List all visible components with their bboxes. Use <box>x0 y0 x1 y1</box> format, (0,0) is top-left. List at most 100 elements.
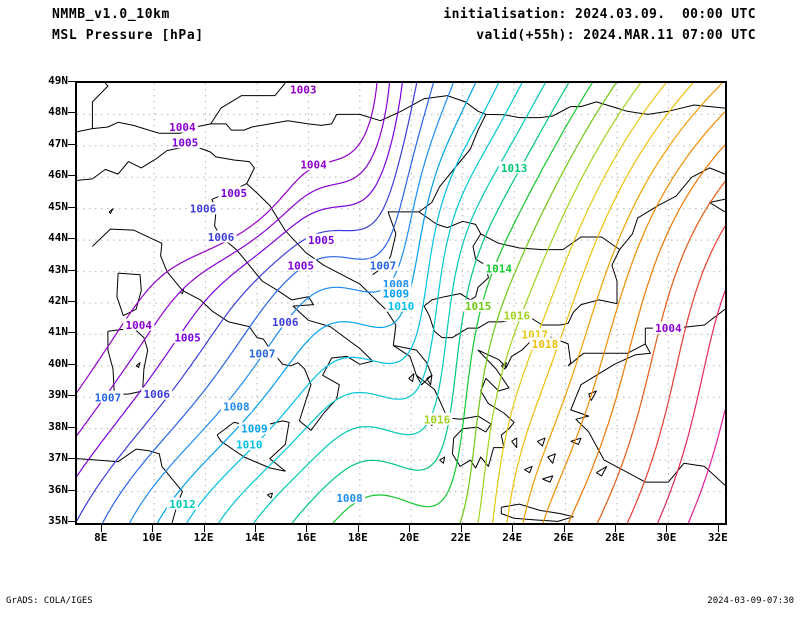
isobar-label-mask <box>305 233 337 246</box>
isobar-label: 1007 <box>370 259 397 272</box>
chart-header: NMMB_v1.0_10km MSL Pressure [hPa] initia… <box>0 0 800 60</box>
isobar-1018 <box>506 83 694 523</box>
isobar-1008 <box>128 83 454 523</box>
geo-outline <box>91 83 109 129</box>
isobar-contours <box>77 83 725 523</box>
lat-tick-mark <box>68 363 75 365</box>
isobar-1009 <box>156 83 477 523</box>
isobar-1022 <box>596 180 725 523</box>
lat-tick-label: 46N <box>48 168 68 182</box>
geo-outline <box>246 183 397 346</box>
lat-tick-mark <box>68 143 75 145</box>
lon-tick-label: 26E <box>553 531 574 544</box>
lon-tick-mark <box>306 525 308 532</box>
lat-tick-label: 43N <box>48 262 68 276</box>
isobar-label: 1009 <box>383 288 410 301</box>
lon-tick-label: 32E <box>707 531 728 544</box>
isobar-label: 1004 <box>655 322 682 335</box>
isobar-1011 <box>218 83 523 523</box>
geo-outline <box>536 437 546 447</box>
lon-tick-mark <box>666 525 668 532</box>
lat-tick-label: 42N <box>48 294 68 307</box>
isobar-label: 1014 <box>485 262 512 275</box>
lon-tick-label: 20E <box>399 531 420 544</box>
isobar-label-mask <box>483 261 515 274</box>
isobar-1006 <box>77 83 418 522</box>
lat-tick-label: 45N <box>48 199 68 213</box>
lat-tick-mark <box>68 521 75 522</box>
lon-tick-mark <box>717 525 719 532</box>
isobar-label: 1005 <box>287 259 314 272</box>
isobar-label-mask <box>367 258 399 271</box>
isobar-label: 1008 <box>223 401 250 414</box>
isobar-label-mask <box>233 437 265 450</box>
lon-tick-label: 12E <box>193 531 214 544</box>
isobar-label-mask <box>166 120 198 133</box>
isobar-label-mask <box>334 491 366 504</box>
isobar-label-mask <box>380 287 412 300</box>
isobar-label-mask <box>287 83 319 95</box>
geo-outline <box>567 343 725 486</box>
isobar-1025 <box>687 409 725 523</box>
lat-tick-mark <box>68 489 75 491</box>
geo-outline <box>108 208 114 214</box>
isobar-label-mask <box>169 136 201 149</box>
geo-outline <box>393 335 572 469</box>
isobar-label-mask <box>498 161 530 174</box>
isobar-label: 1016 <box>503 310 530 323</box>
isobar-1014 <box>332 83 593 523</box>
isobar-label-mask <box>220 400 252 413</box>
isobar-label: 1015 <box>465 300 492 313</box>
lat-tick-mark <box>68 175 75 177</box>
model-title: NMMB_v1.0_10km <box>52 7 170 22</box>
isobar-1017 <box>492 83 667 523</box>
lon-tick-label: 24E <box>502 531 523 544</box>
lon-tick-mark <box>357 525 359 532</box>
isobar-label-mask <box>205 230 237 243</box>
geo-outline <box>77 448 183 523</box>
isobar-labels: 1003 1004 1005 1006 1006 1005 1004 1004 1005 1005… <box>92 83 684 511</box>
geo-outline <box>547 453 556 464</box>
lat-tick-label: 35N <box>48 514 68 527</box>
lat-tick-mark <box>68 112 75 114</box>
geo-outline <box>210 83 286 125</box>
isobar-label: 1012 <box>169 498 196 511</box>
isobar-label: 1007 <box>249 347 276 360</box>
isobar-1010 <box>186 83 500 523</box>
geo-outline <box>500 503 574 522</box>
isobar-label: 1004 <box>125 319 152 332</box>
isobar-label-mask <box>92 390 124 403</box>
geo-outline <box>266 492 273 499</box>
isobar-label: 1006 <box>190 203 217 216</box>
field-title: MSL Pressure [hPa] <box>52 28 204 43</box>
isobar-label-mask <box>385 299 417 312</box>
lat-tick-mark <box>68 269 75 271</box>
isobar-label-mask <box>141 387 173 400</box>
lat-tick-mark <box>68 426 75 428</box>
lon-tick-mark <box>460 525 462 532</box>
lat-tick-label: 47N <box>48 136 68 150</box>
lat-tick-label: 38N <box>48 419 68 433</box>
plot-frame: 1003 1004 1005 1006 1006 1005 1004 1004 1005 1005… <box>75 81 727 525</box>
lon-tick-mark <box>615 525 616 532</box>
isobar-label-mask <box>421 412 453 425</box>
lon-tick-label: 14E <box>245 531 265 544</box>
isobar-label-mask <box>218 186 250 199</box>
chart-footer: GrADS: COLA/IGES 2024-03-09-07:30 <box>0 596 800 618</box>
isobar-label-mask <box>501 309 533 322</box>
lat-tick-mark <box>68 301 75 302</box>
lat-tick-mark <box>68 332 75 334</box>
isobar-1019 <box>522 83 723 523</box>
geo-outline <box>611 167 725 304</box>
isobar-label-mask <box>238 422 270 435</box>
lat-tick-label: 36N <box>48 482 68 496</box>
lon-tick-mark <box>255 525 256 532</box>
initialisation-label: initialisation: 2024.03.09. 00:00 UTC <box>443 7 756 22</box>
geo-outline <box>511 437 518 449</box>
contour-map-plot: 1003 1004 1005 1006 1006 1005 1004 1004 1005 1005… <box>75 81 727 525</box>
isobar-1005 <box>77 83 403 477</box>
isobar-label: 1005 <box>172 137 199 150</box>
isobar-label: 1010 <box>388 300 415 313</box>
lon-tick-mark <box>203 525 205 532</box>
isobar-label: 1006 <box>208 231 235 244</box>
